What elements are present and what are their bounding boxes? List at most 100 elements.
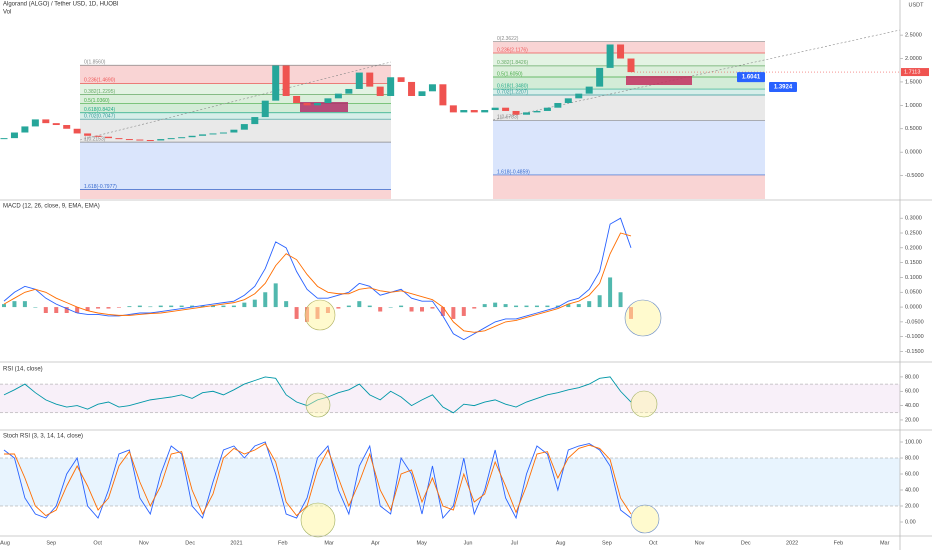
y-tick-label: 0.3000	[905, 216, 922, 222]
y-tick-label: 60.00	[905, 471, 919, 477]
highlight-circle	[300, 502, 336, 538]
macd-histogram-bar	[96, 307, 101, 309]
macd-histogram-bar	[367, 305, 372, 308]
y-tick-label: 0.0500	[905, 290, 922, 296]
y-tick-label: 60.00	[905, 389, 919, 395]
fib-layer: 0(1.8560) 0.236(1.4690) 0.382(1.2295) 0.5(1…	[80, 36, 765, 199]
fib-zone	[80, 103, 391, 113]
candle	[376, 86, 384, 96]
stoch-band	[0, 458, 900, 506]
candle	[533, 110, 541, 113]
fib-label: 0(1.8560)	[84, 60, 106, 66]
candle	[439, 84, 447, 106]
candle	[324, 98, 332, 104]
fib-label: 1.618(-0.7977)	[84, 184, 117, 190]
fib-label: 0.382(1.8426)	[497, 60, 528, 66]
x-tick-label: Aug	[556, 540, 566, 546]
x-tick-label: Mar	[324, 540, 334, 546]
macd-histogram-bar	[211, 305, 215, 308]
macd-histogram-bar	[200, 305, 205, 308]
candle	[94, 135, 102, 137]
candle	[209, 133, 217, 135]
x-tick-label: Jul	[511, 540, 518, 546]
x-tick-label: Feb	[834, 540, 843, 546]
candle	[345, 88, 353, 94]
macd-histogram-bar	[179, 305, 184, 308]
candle	[303, 103, 311, 106]
macd-histogram-bar	[85, 307, 90, 311]
fib-zone	[80, 142, 391, 190]
candle	[240, 124, 248, 130]
fib-label: 1(0.6783)	[497, 115, 519, 121]
macd-histogram-bar	[388, 307, 393, 308]
rsi-band	[0, 384, 900, 413]
y-tick-label: 80.00	[905, 374, 919, 380]
candle	[564, 98, 572, 104]
y-tick-label: 40.00	[905, 487, 919, 493]
macd-histogram-bar	[33, 307, 38, 308]
x-tick-label: Nov	[695, 540, 705, 546]
candle	[261, 100, 269, 118]
zone-box	[626, 76, 692, 85]
price-tag-label: 1.6041	[742, 75, 761, 81]
fib-label: 0.5(1.0360)	[84, 98, 110, 104]
macd-histogram-bar	[75, 307, 80, 313]
macd-histogram-bar	[534, 305, 539, 308]
candle	[596, 67, 604, 87]
fib-label: 1.618(-0.4859)	[497, 169, 530, 175]
candle	[157, 139, 165, 141]
candle	[449, 105, 457, 113]
y-tick-label: 1.0000	[905, 103, 922, 109]
candle	[408, 81, 416, 96]
macd-histogram-bar	[158, 305, 163, 308]
candle	[84, 133, 92, 136]
macd-histogram-bar	[514, 305, 519, 308]
y-tick-label: 20.00	[905, 503, 919, 509]
y-tick-label: 2.0000	[905, 56, 922, 62]
zone-box	[300, 102, 348, 112]
macd-histogram-bar	[608, 277, 613, 308]
highlight-circle	[624, 299, 662, 337]
macd-histogram-bar	[618, 292, 623, 308]
candle	[428, 84, 436, 92]
pane-title: RSI (14, close)	[3, 367, 43, 373]
candle	[219, 132, 227, 134]
pane-title: MACD (12, 26, close, 9, EMA, EMA)	[3, 204, 100, 210]
fib-zone	[80, 83, 391, 95]
macd-histogram-bar	[357, 301, 362, 308]
macd-histogram-bar	[284, 301, 289, 308]
candle	[52, 123, 60, 126]
fib-zone	[493, 120, 765, 175]
last-price-label: 1.7113	[904, 70, 920, 76]
x-tick-label: 2022	[786, 540, 798, 546]
fib-label: 0.382(1.2295)	[84, 89, 115, 95]
y-tick-label: 2.5000	[905, 33, 922, 39]
y-tick-label: 0.00	[905, 519, 916, 525]
macd-histogram-bar	[576, 304, 581, 308]
fib-zone	[80, 112, 391, 120]
y-tick-label: 20.00	[905, 417, 919, 423]
x-tick-label: Mar	[880, 540, 890, 546]
y-tick-label: 0.5000	[905, 126, 922, 132]
candle	[617, 44, 625, 59]
macd-histogram-bar	[148, 306, 153, 308]
candle	[491, 107, 499, 111]
candle	[167, 138, 175, 140]
y-tick-label: 0.0000	[905, 150, 922, 156]
candle	[251, 117, 259, 125]
candle	[418, 91, 426, 96]
candle	[272, 65, 280, 101]
macd-histogram-bar	[378, 307, 383, 312]
y-tick-label: -0.5000	[905, 173, 924, 179]
x-tick-label: Oct	[649, 540, 658, 546]
x-tick-label: 2021	[230, 540, 242, 546]
x-tick-label: Jun	[464, 540, 473, 546]
y-tick-label: 0.1500	[905, 260, 922, 266]
candle	[31, 119, 39, 127]
candle	[627, 58, 635, 73]
macd-histogram-bar	[336, 307, 341, 309]
candle	[585, 86, 593, 94]
price-tag	[737, 72, 765, 83]
y-tick-label: -0.0500	[905, 319, 924, 325]
candle	[73, 128, 81, 134]
